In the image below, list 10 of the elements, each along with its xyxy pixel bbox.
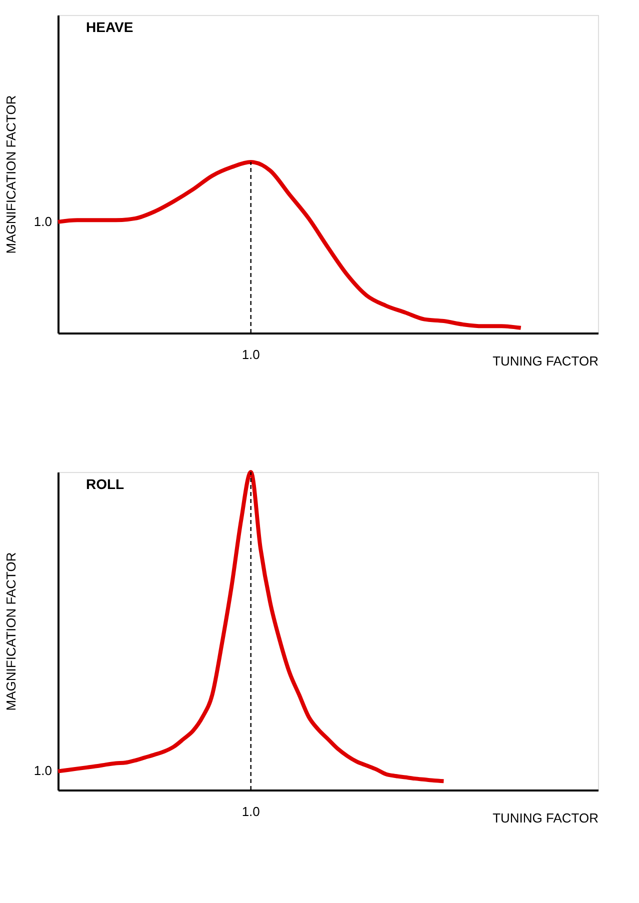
text: 1.0 — [34, 763, 52, 778]
text: 1.0 — [242, 804, 260, 819]
y-axis-title: MAGNIFICATION FACTOR — [4, 95, 18, 254]
chart-title: HEAVE — [86, 19, 134, 35]
y-axis-title: MAGNIFICATION FACTOR — [4, 552, 18, 711]
text: 1.0 — [242, 347, 260, 362]
x-axis-title: TUNING FACTOR — [492, 810, 598, 826]
chart-title: ROLL — [86, 476, 125, 492]
text: 1.0 — [34, 214, 52, 229]
x-axis-title: TUNING FACTOR — [492, 354, 598, 368]
